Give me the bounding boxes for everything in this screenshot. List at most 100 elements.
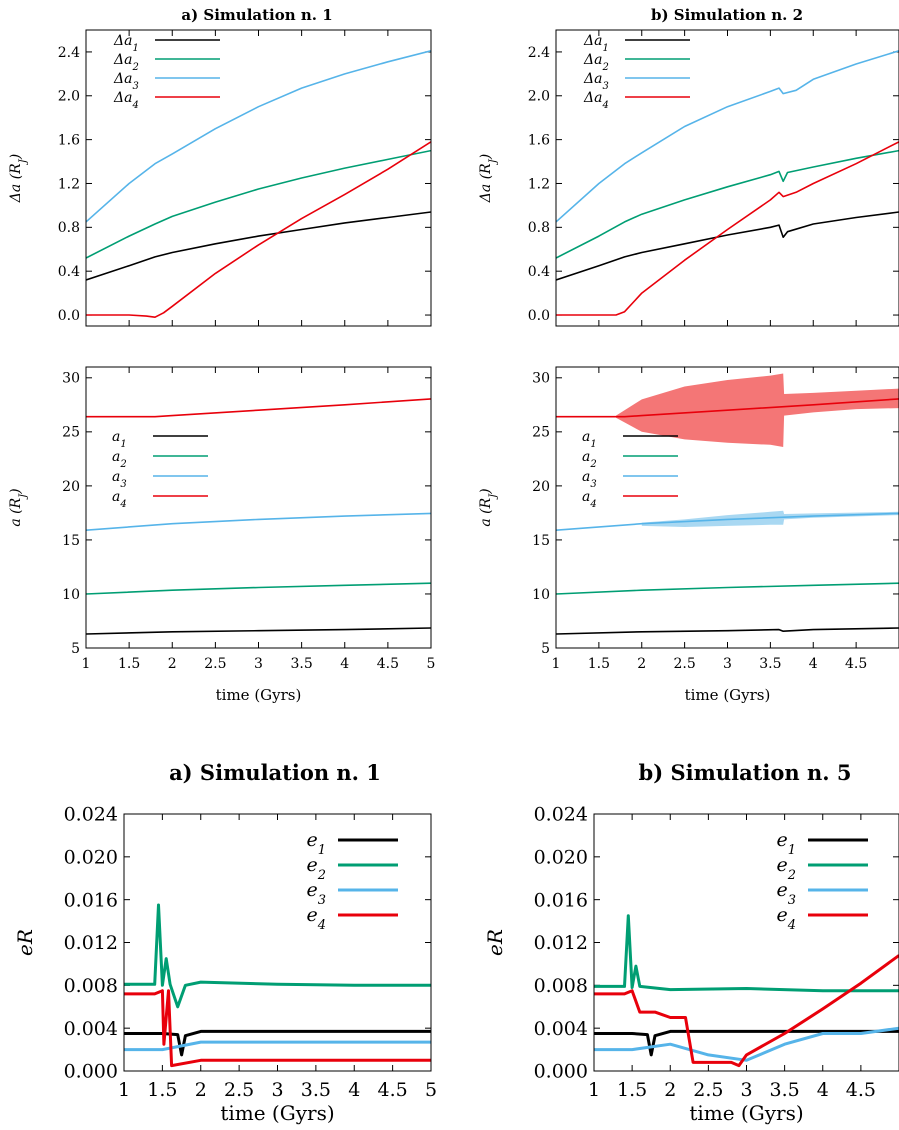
x-tick-label: 1.5 bbox=[118, 656, 140, 672]
x-tick-label: 1 bbox=[552, 656, 561, 672]
legend-label: a4 bbox=[112, 489, 127, 510]
series-line-a1 bbox=[556, 627, 899, 635]
series-line-a3 bbox=[556, 512, 899, 531]
x-axis-label: time (Gyrs) bbox=[220, 1101, 334, 1125]
legend-label: a3 bbox=[582, 469, 597, 490]
x-tick-label: 4.5 bbox=[377, 656, 399, 672]
y-tick-label: 25 bbox=[532, 425, 550, 441]
x-tick-label: 1.5 bbox=[588, 656, 610, 672]
series-line-e3 bbox=[124, 1040, 431, 1052]
y-tick-label: 0.024 bbox=[534, 804, 588, 826]
series-line-a3 bbox=[86, 512, 431, 531]
series-line-a2 bbox=[556, 582, 899, 595]
envelope-band bbox=[641, 510, 899, 527]
legend-label: Δa3 bbox=[113, 71, 139, 92]
x-axis-label: time (Gyrs) bbox=[216, 686, 302, 704]
y-tick-label: 1.6 bbox=[528, 133, 550, 149]
x-tick-label: 2 bbox=[664, 1079, 676, 1101]
y-axis-label: a (RJ) bbox=[478, 488, 499, 526]
x-tick-label: 1 bbox=[588, 1079, 600, 1101]
x-tick-label: 3 bbox=[740, 1079, 752, 1101]
series-line-e2 bbox=[124, 903, 431, 1009]
chart-e_sim5: 1 1.5 2 2.5 3 3.5 4 4.5 0.000 0.004 0.008 0.012 0.01… bbox=[483, 804, 899, 1125]
y-tick-label: 0.004 bbox=[64, 1018, 118, 1040]
y-tick-label: 0.8 bbox=[528, 220, 550, 236]
y-tick-label: 0.020 bbox=[64, 846, 118, 868]
x-tick-label: 1.5 bbox=[617, 1079, 647, 1101]
y-tick-label: 25 bbox=[62, 425, 80, 441]
plot-frame bbox=[85, 29, 432, 327]
y-tick-label: 0.4 bbox=[58, 264, 80, 280]
x-tick-label: 4.5 bbox=[846, 1079, 876, 1101]
y-tick-label: 0.0 bbox=[528, 308, 550, 324]
y-axis-label: Δa (RJ) bbox=[478, 154, 499, 203]
legend-label: Δa4 bbox=[113, 90, 139, 111]
envelope-band bbox=[616, 373, 899, 447]
x-tick-label: 2 bbox=[195, 1079, 207, 1101]
y-tick-label: 0.000 bbox=[64, 1061, 118, 1083]
legend-label: Δa3 bbox=[583, 71, 609, 92]
y-tick-label: 2.4 bbox=[528, 45, 550, 61]
y-tick-label: 5 bbox=[71, 641, 80, 657]
y-tick-label: 0.012 bbox=[64, 932, 118, 954]
series-line-e2 bbox=[594, 914, 899, 993]
y-tick-label: 0.008 bbox=[534, 975, 588, 997]
y-tick-label: 0.012 bbox=[534, 932, 588, 954]
legend-label: a2 bbox=[112, 449, 127, 470]
y-tick-label: 0.020 bbox=[534, 846, 588, 868]
x-tick-label: 1.5 bbox=[147, 1079, 177, 1101]
series-line-e4 bbox=[594, 954, 899, 1068]
title-bottom-left: a) Simulation n. 1 bbox=[169, 760, 381, 785]
x-axis-label: time (Gyrs) bbox=[689, 1101, 803, 1125]
y-axis-label: eR bbox=[13, 929, 37, 956]
x-tick-label: 2.5 bbox=[693, 1079, 723, 1101]
series-line-Δa3 bbox=[556, 50, 899, 223]
y-tick-label: 2.0 bbox=[58, 89, 80, 105]
legend-label: a1 bbox=[112, 429, 127, 450]
x-tick-label: 3.5 bbox=[770, 1079, 800, 1101]
x-tick-label: 4 bbox=[340, 656, 349, 672]
x-tick-label: 5 bbox=[427, 656, 436, 672]
series-line-Δa1 bbox=[86, 211, 431, 281]
series-line-a4 bbox=[86, 398, 431, 418]
legend-label: Δa4 bbox=[583, 90, 609, 111]
y-tick-label: 0.016 bbox=[534, 889, 588, 911]
legend-label: e4 bbox=[776, 904, 796, 933]
series-line-a1 bbox=[86, 627, 431, 635]
series-line-e1 bbox=[124, 1029, 431, 1057]
y-tick-label: 5 bbox=[541, 641, 550, 657]
y-tick-label: 15 bbox=[62, 533, 80, 549]
y-tick-label: 1.2 bbox=[58, 176, 80, 192]
y-tick-label: 10 bbox=[62, 587, 80, 603]
y-tick-label: 2.4 bbox=[58, 45, 80, 61]
plot-frame bbox=[123, 813, 432, 1072]
x-tick-label: 3 bbox=[254, 656, 263, 672]
x-tick-label: 1 bbox=[82, 656, 91, 672]
legend-label: Δa1 bbox=[113, 33, 139, 54]
x-tick-label: 5 bbox=[425, 1079, 437, 1101]
x-tick-label: 1 bbox=[118, 1079, 130, 1101]
series-line-a4 bbox=[556, 398, 899, 418]
y-tick-label: 0.000 bbox=[534, 1061, 588, 1083]
x-tick-label: 3.5 bbox=[759, 656, 781, 672]
plot-frame bbox=[593, 813, 899, 1072]
legend-label: Δa1 bbox=[583, 33, 609, 54]
x-tick-label: 3 bbox=[723, 656, 732, 672]
y-tick-label: 0.024 bbox=[64, 804, 118, 826]
series-line-e1 bbox=[594, 1029, 899, 1057]
series-line-Δa2 bbox=[556, 149, 899, 259]
y-axis-label: eR bbox=[483, 929, 507, 956]
y-tick-label: 1.6 bbox=[58, 133, 80, 149]
x-tick-label: 3 bbox=[271, 1079, 283, 1101]
title-bottom-right: b) Simulation n. 5 bbox=[639, 760, 852, 785]
series-line-Δa3 bbox=[86, 50, 431, 223]
legend-label: a3 bbox=[112, 469, 127, 490]
series-line-Δa1 bbox=[556, 211, 899, 281]
x-tick-label: 3.5 bbox=[290, 656, 312, 672]
y-tick-label: 30 bbox=[62, 371, 80, 387]
